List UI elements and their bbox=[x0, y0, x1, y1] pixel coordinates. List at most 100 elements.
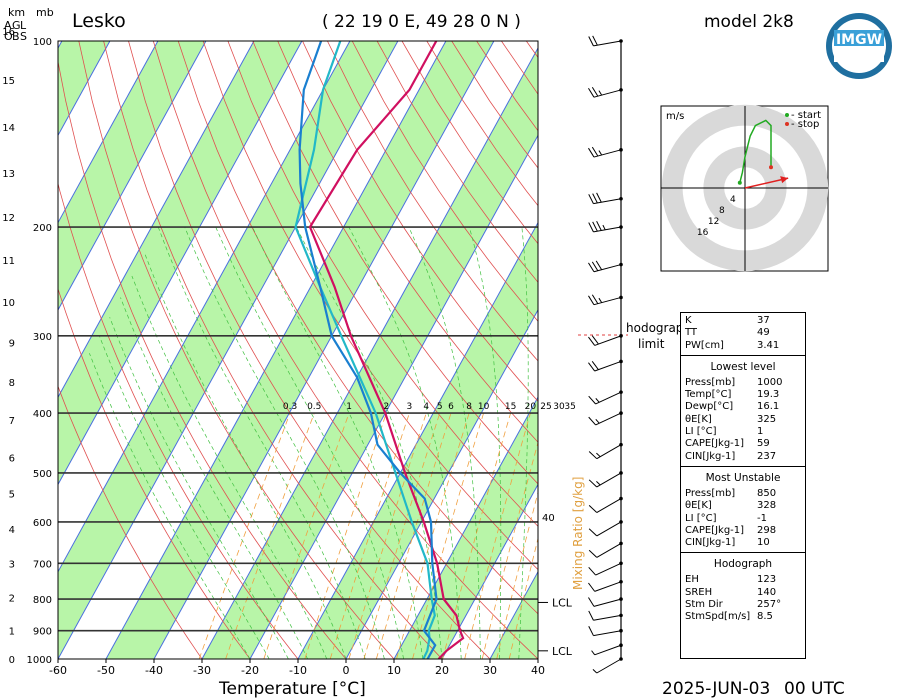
wind-barb bbox=[588, 541, 623, 558]
wind-barb bbox=[588, 359, 623, 372]
isotherm-line bbox=[58, 41, 399, 659]
basic-index-row: K 37 bbox=[685, 315, 801, 327]
agl-obs-letter: S bbox=[20, 30, 27, 43]
basic-index-label: PW[cm] bbox=[685, 339, 724, 351]
mixing-ratio-label: 5 bbox=[437, 402, 443, 412]
hodograph-index-label: StmSpd[m/s] bbox=[685, 611, 751, 623]
basic-index-row: TT 49 bbox=[685, 327, 801, 339]
height-tick-label: 8 bbox=[9, 378, 15, 389]
isotherm-band bbox=[106, 41, 494, 659]
temperature-tick-label: 40 bbox=[531, 664, 545, 677]
pressure-tick-label: 700 bbox=[33, 559, 52, 570]
x-axis-title: Temperature [°C] bbox=[218, 679, 366, 699]
wind-barb bbox=[588, 87, 623, 98]
temperature-tick-label: -20 bbox=[241, 664, 259, 677]
mixing-ratio-label: 0.3 bbox=[283, 402, 297, 412]
lowest-level-row: LI [°C] 1 bbox=[685, 426, 801, 438]
most-unstable-value: 298 bbox=[757, 524, 777, 536]
hodograph-legend-start-marker bbox=[785, 113, 789, 117]
most-unstable-row: Press[mb] 850 bbox=[685, 488, 801, 500]
height-tick-label: 2 bbox=[9, 593, 15, 604]
most-unstable-row: LI [°C] -1 bbox=[685, 513, 801, 525]
hodograph-index-label: Stm Dir bbox=[685, 599, 723, 611]
hodograph-index-value: 257° bbox=[757, 599, 782, 611]
wind-barb bbox=[588, 610, 623, 621]
moist-adiabat bbox=[89, 353, 251, 659]
moist-adiabat bbox=[518, 226, 529, 659]
lowest-level-row: θE[K] 325 bbox=[685, 414, 801, 426]
basic-index-value: 37 bbox=[757, 315, 770, 326]
mb-axis-title: mb bbox=[36, 6, 54, 19]
imgw-logo: IMGW bbox=[826, 13, 892, 79]
hodograph-index-value: 140 bbox=[757, 586, 777, 598]
height-tick-label: 5 bbox=[9, 490, 15, 501]
dry-adiabat bbox=[327, 41, 538, 362]
storm-motion-arrowhead bbox=[780, 176, 789, 184]
wind-barb bbox=[588, 220, 623, 233]
most-unstable-row: CIN[Jkg-1] 10 bbox=[685, 537, 801, 549]
dry-adiabat bbox=[202, 41, 538, 571]
mixing-ratio-label: 0.5 bbox=[307, 402, 321, 412]
height-tick-label: 6 bbox=[9, 453, 15, 464]
isotherm-line bbox=[58, 41, 255, 399]
wind-barb bbox=[588, 411, 623, 426]
mixing-ratio-label: 25 bbox=[540, 402, 551, 412]
dry-adiabat bbox=[277, 41, 538, 443]
wind-barb bbox=[591, 643, 623, 656]
lowest-level-label: CAPE[Jkg-1] bbox=[685, 438, 745, 450]
moist-adiabat bbox=[99, 335, 270, 659]
dry-adiabat bbox=[227, 41, 538, 527]
hodograph-limit-label-1: hodograph bbox=[626, 321, 691, 335]
mixing-ratio-label: 4 bbox=[423, 402, 429, 412]
lowest-level-section: Lowest level Press[mb] 1000 Temp[°C] 19.3 De… bbox=[681, 356, 805, 467]
right-scale-label: 40 bbox=[542, 513, 555, 524]
wind-barb bbox=[588, 146, 623, 158]
wind-barb bbox=[588, 520, 623, 537]
lowest-level-value: 59 bbox=[757, 438, 770, 450]
storm-motion-vector bbox=[744, 177, 789, 189]
hodograph-index-value: 8.5 bbox=[757, 611, 773, 623]
wind-barb bbox=[588, 442, 623, 460]
hodograph-legend-stop-marker bbox=[785, 122, 789, 126]
isotherm-line bbox=[58, 41, 159, 224]
dry-adiabat bbox=[177, 41, 538, 615]
hodograph-legend-stop: - stop bbox=[791, 119, 819, 130]
lowest-level-label: Dewp[°C] bbox=[685, 401, 734, 413]
wind-barb bbox=[588, 294, 623, 306]
lowest-level-row: CIN[Jkg-1] 237 bbox=[685, 451, 801, 463]
mixing-ratio-label: 20 bbox=[525, 402, 537, 412]
moist-adiabat bbox=[295, 226, 443, 659]
pressure-tick-label: 100 bbox=[33, 37, 52, 48]
hodograph-legend-start: - start bbox=[791, 110, 821, 121]
height-tick-label: 3 bbox=[9, 560, 15, 571]
sounding-date: 2025-JUN-03 bbox=[662, 679, 770, 699]
model-name: model 2k8 bbox=[704, 12, 794, 32]
lcl-label: LCL bbox=[552, 596, 573, 609]
most-unstable-value: 10 bbox=[757, 537, 770, 549]
hodograph-indices-title: Hodograph bbox=[713, 558, 773, 571]
moist-adiabat bbox=[468, 226, 502, 659]
temperature-tick-label: 0 bbox=[343, 664, 350, 677]
wind-barb bbox=[588, 260, 623, 273]
agl-obs-letter: B bbox=[12, 30, 20, 43]
hodograph-index-row: SREH 140 bbox=[685, 587, 801, 599]
isotherm-line bbox=[249, 134, 538, 659]
most-unstable-section: Most Unstable Press[mb] 850 θE[K] 328 LI [°C… bbox=[681, 467, 805, 554]
wind-barb bbox=[588, 579, 623, 592]
dry-adiabat bbox=[58, 287, 251, 659]
height-tick-label: 7 bbox=[9, 416, 15, 427]
lowest-level-value: 325 bbox=[757, 413, 777, 425]
most-unstable-row: CAPE[Jkg-1] 298 bbox=[685, 525, 801, 537]
lowest-level-value: 16.1 bbox=[757, 401, 780, 413]
dry-adiabat bbox=[152, 41, 538, 659]
pressure-tick-label: 1000 bbox=[27, 655, 52, 666]
wind-barb bbox=[588, 390, 623, 405]
height-tick-label: 10 bbox=[2, 298, 15, 309]
height-tick-label: 14 bbox=[2, 123, 15, 134]
isotherm-line bbox=[58, 41, 351, 573]
height-tick-label: 0 bbox=[9, 655, 15, 666]
most-unstable-label: θE[K] bbox=[685, 500, 712, 512]
wind-barbs bbox=[588, 35, 623, 674]
hodograph-unit: m/s bbox=[666, 111, 684, 122]
